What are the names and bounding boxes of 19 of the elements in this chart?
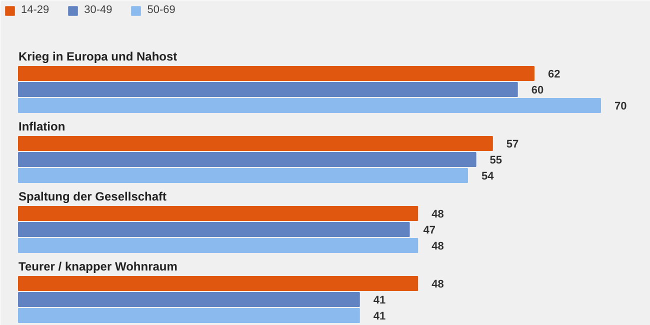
data-label: 47 — [423, 224, 436, 236]
y-tick-label: Inflation — [18, 120, 66, 134]
legend-label: 30-49 — [84, 4, 112, 16]
data-label: 62 — [548, 68, 560, 80]
data-label: 48 — [432, 208, 444, 220]
data-label: 41 — [373, 310, 386, 322]
legend-label: 14-29 — [21, 4, 50, 16]
y-tick-label: Teurer / knapper Wohnraum — [18, 260, 178, 274]
y-tick-label: Spaltung der Gesellschaft — [18, 190, 167, 204]
data-label: 48 — [432, 240, 444, 252]
data-label: 60 — [531, 84, 544, 96]
data-label: 57 — [506, 138, 519, 150]
data-label: 54 — [481, 170, 495, 182]
y-tick-label: Krieg in Europa und Nahost — [18, 50, 178, 64]
data-label: 55 — [490, 154, 502, 166]
data-label: 41 — [373, 294, 386, 306]
data-label: 48 — [432, 278, 444, 290]
legend-label: 50-69 — [147, 4, 176, 16]
data-label: 70 — [614, 100, 627, 112]
